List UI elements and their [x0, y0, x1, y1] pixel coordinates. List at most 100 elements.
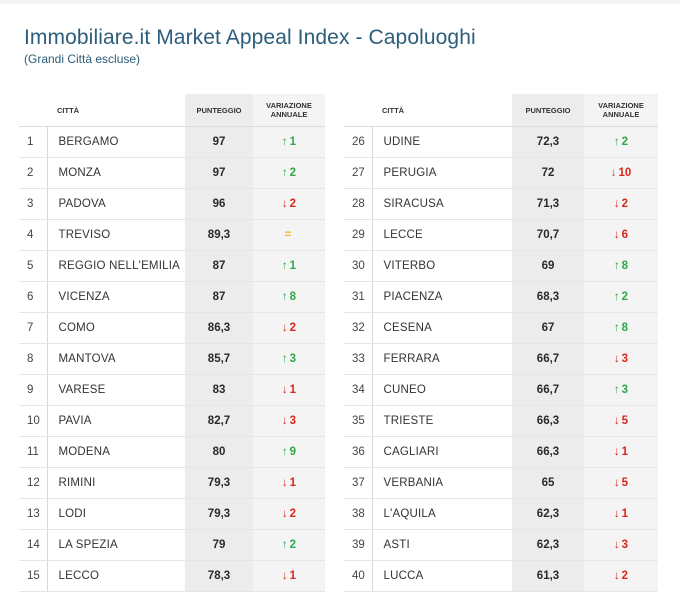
city-cell: PADOVA [46, 188, 185, 220]
rank-cell: 14 [19, 529, 47, 561]
city-cell: VARESE [46, 374, 185, 406]
rank-header [344, 94, 372, 127]
table-row: 6 VICENZA 87 ↑ 8 [19, 281, 325, 313]
variation-value: 1 [289, 136, 297, 148]
variation-cell: ↓ 1 [584, 498, 658, 530]
score-cell: 86,3 [185, 312, 253, 344]
score-cell: 87 [185, 281, 253, 313]
rank-cell: 28 [344, 188, 372, 220]
variation-cell: ↓ 1 [253, 374, 325, 406]
table-row: 1 BERGAMO 97 ↑ 1 [19, 126, 325, 158]
city-cell: MANTOVA [46, 343, 185, 375]
table-row: 28 SIRACUSA 71,3 ↓ 2 [344, 188, 658, 220]
city-cell: VICENZA [46, 281, 185, 313]
table-row: 31 PIACENZA 68,3 ↑ 2 [344, 281, 658, 313]
rank-cell: 8 [19, 343, 47, 375]
rank-cell: 15 [19, 560, 47, 592]
variation-cell: ↓ 2 [253, 498, 325, 530]
score-cell: 61,3 [512, 560, 584, 592]
table-row: 34 CUNEO 66,7 ↑ 3 [344, 374, 658, 406]
ranking-table-left: CITTÀ PUNTEGGIO VARIAZIONE ANNUALE 1 BERGA… [19, 94, 325, 592]
arrow-up-icon: ↑ [613, 136, 620, 148]
variation-cell: ↓ 5 [584, 467, 658, 499]
arrow-down-icon: ↓ [281, 198, 288, 210]
rank-cell: 40 [344, 560, 372, 592]
table-row: 35 TRIESTE 66,3 ↓ 5 [344, 405, 658, 437]
variation-cell: ↑ 8 [253, 281, 325, 313]
table-row: 8 MANTOVA 85,7 ↑ 3 [19, 343, 325, 375]
city-cell: FERRARA [371, 343, 512, 375]
variation-value: 1 [289, 570, 297, 582]
score-cell: 78,3 [185, 560, 253, 592]
score-cell: 62,3 [512, 498, 584, 530]
score-cell: 71,3 [512, 188, 584, 220]
variation-value: 1 [289, 260, 297, 272]
arrow-up-icon: ↑ [281, 353, 288, 365]
score-cell: 79,3 [185, 467, 253, 499]
table-header-row: CITTÀ PUNTEGGIO VARIAZIONE ANNUALE [19, 94, 325, 127]
table-row: 36 CAGLIARI 66,3 ↓ 1 [344, 436, 658, 468]
variation-value: 1 [289, 477, 297, 489]
variation-cell: ↓ 3 [584, 343, 658, 375]
score-cell: 65 [512, 467, 584, 499]
city-cell: LUCCA [371, 560, 512, 592]
score-cell: 70,7 [512, 219, 584, 251]
arrow-up-icon: ↑ [613, 291, 620, 303]
table-row: 32 CESENA 67 ↑ 8 [344, 312, 658, 344]
rank-cell: 5 [19, 250, 47, 282]
variation-value: 2 [289, 539, 297, 551]
city-cell: LODI [46, 498, 185, 530]
table-row: 38 L'AQUILA 62,3 ↓ 1 [344, 498, 658, 530]
score-header: PUNTEGGIO [185, 94, 253, 127]
rank-cell: 1 [19, 126, 47, 158]
variation-cell: ↑ 1 [253, 250, 325, 282]
city-header: CITTÀ [47, 94, 185, 127]
arrow-down-icon: ↓ [613, 477, 620, 489]
score-cell: 66,7 [512, 343, 584, 375]
rank-cell: 35 [344, 405, 372, 437]
score-cell: 72 [512, 157, 584, 189]
rank-cell: 33 [344, 343, 372, 375]
variation-value: 5 [621, 477, 629, 489]
variation-value: 1 [621, 446, 629, 458]
city-cell: COMO [46, 312, 185, 344]
table-row: 5 REGGIO NELL'EMILIA 87 ↑ 1 [19, 250, 325, 282]
variation-header: VARIAZIONE ANNUALE [584, 94, 658, 127]
table-row: 11 MODENA 80 ↑ 9 [19, 436, 325, 468]
rank-cell: 7 [19, 312, 47, 344]
arrow-down-icon: ↓ [613, 539, 620, 551]
city-cell: REGGIO NELL'EMILIA [46, 250, 185, 282]
variation-value: 3 [289, 415, 297, 427]
table-row: 13 LODI 79,3 ↓ 2 [19, 498, 325, 530]
rank-cell: 30 [344, 250, 372, 282]
variation-cell: ↓ 1 [253, 467, 325, 499]
table-row: 9 VARESE 83 ↓ 1 [19, 374, 325, 406]
arrow-down-icon: ↓ [613, 229, 620, 241]
score-cell: 66,3 [512, 436, 584, 468]
arrow-down-icon: ↓ [281, 415, 288, 427]
city-cell: ASTI [371, 529, 512, 561]
variation-cell: ↑ 9 [253, 436, 325, 468]
table-row: 39 ASTI 62,3 ↓ 3 [344, 529, 658, 561]
variation-cell: ↑ 3 [584, 374, 658, 406]
table-row: 7 COMO 86,3 ↓ 2 [19, 312, 325, 344]
variation-value: 5 [621, 415, 629, 427]
score-cell: 96 [185, 188, 253, 220]
city-cell: LA SPEZIA [46, 529, 185, 561]
variation-value: 2 [289, 508, 297, 520]
city-cell: VERBANIA [371, 467, 512, 499]
city-cell: MONZA [46, 157, 185, 189]
rank-cell: 12 [19, 467, 47, 499]
variation-value: 2 [621, 291, 629, 303]
score-cell: 83 [185, 374, 253, 406]
variation-value: 3 [289, 353, 297, 365]
variation-cell: ↓ 2 [253, 188, 325, 220]
table-row: 26 UDINE 72,3 ↑ 2 [344, 126, 658, 158]
arrow-down-icon: ↓ [613, 446, 620, 458]
variation-cell: ↓ 2 [253, 312, 325, 344]
arrow-down-icon: ↓ [613, 570, 620, 582]
city-cell: PERUGIA [371, 157, 512, 189]
variation-cell: ↓ 1 [584, 436, 658, 468]
variation-cell: ↓ 2 [584, 188, 658, 220]
score-cell: 69 [512, 250, 584, 282]
